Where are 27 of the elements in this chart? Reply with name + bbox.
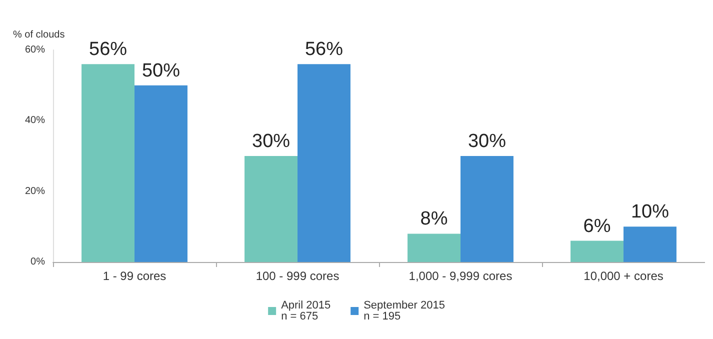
y-axis-title: % of clouds	[13, 30, 65, 40]
y-tick-label: 20%	[24, 186, 46, 197]
data-label: 6%	[583, 216, 611, 237]
y-tick-label: 0%	[30, 256, 46, 268]
legend-label: September 2015 n = 195	[364, 300, 445, 322]
bar	[624, 226, 676, 262]
x-tick-label: 1,000 - 9,999 cores	[408, 269, 512, 283]
bar	[134, 85, 188, 262]
data-label: 50%	[142, 60, 180, 82]
bar	[82, 64, 134, 262]
x-tick-label: 10,000 + cores	[584, 269, 664, 283]
bar	[244, 156, 298, 262]
bar	[298, 64, 350, 262]
data-label: 30%	[468, 131, 506, 152]
bar	[460, 156, 514, 262]
bar	[408, 234, 460, 262]
x-tick-label: 1 - 99 cores	[102, 269, 166, 283]
y-tick-label: 60%	[24, 44, 46, 56]
data-label: 56%	[304, 39, 344, 60]
data-label: 56%	[88, 39, 128, 60]
legend-label: April 2015 n = 675	[281, 300, 331, 322]
y-tick-label: 40%	[24, 115, 46, 126]
data-label: 8%	[420, 208, 448, 230]
bar	[570, 240, 624, 262]
x-tick-label: 100 - 999 cores	[256, 269, 340, 283]
data-label: 30%	[252, 131, 290, 152]
data-label: 10%	[630, 202, 670, 223]
